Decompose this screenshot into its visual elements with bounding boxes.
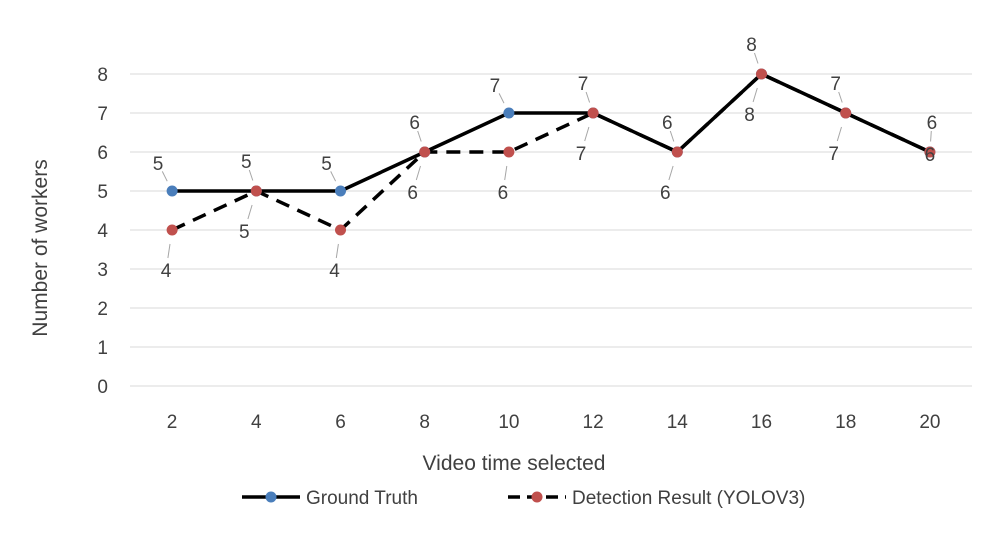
y-tick-label: 6 <box>97 143 108 164</box>
data-label-series-1: 6 <box>498 183 509 204</box>
data-label-series-1: 4 <box>161 261 172 282</box>
label-leader <box>838 91 843 103</box>
series-0-point <box>335 185 346 197</box>
data-label-series-0: 6 <box>927 113 938 134</box>
y-tick-label: 4 <box>97 221 108 242</box>
label-leader <box>335 243 339 259</box>
data-label-series-1: 7 <box>828 144 839 165</box>
x-axis-title: Video time selected <box>423 452 606 475</box>
legend-label: Detection Result (YOLOV3) <box>572 488 805 509</box>
series-1-point <box>419 146 431 158</box>
y-tick-label: 8 <box>97 65 108 86</box>
label-leader <box>330 171 337 182</box>
data-label-series-1: 5 <box>239 222 250 243</box>
y-tick-label: 7 <box>97 104 108 125</box>
series-layer <box>166 68 936 236</box>
data-label-series-1: 8 <box>744 105 755 126</box>
x-tick-label: 12 <box>583 412 604 433</box>
data-label-series-0: 6 <box>409 113 420 134</box>
series-1-point <box>671 146 683 158</box>
y-axis-title: Number of workers <box>29 159 52 336</box>
label-leader <box>167 243 171 259</box>
data-label-series-0: 5 <box>321 154 332 175</box>
x-tick-label: 10 <box>498 412 519 433</box>
series-1-point <box>335 224 346 236</box>
label-leader <box>247 204 253 220</box>
x-axis-ticks: 2 4 6 8 10 12 14 16 18 20 <box>167 412 941 433</box>
x-tick-label: 4 <box>251 412 262 433</box>
data-label-series-0: 8 <box>746 35 757 56</box>
series-0-point <box>166 185 178 197</box>
label-leader <box>585 91 591 103</box>
label-leader <box>930 130 932 142</box>
label-leader <box>668 165 674 181</box>
data-label-series-1: 7 <box>576 144 587 165</box>
gridlines <box>130 73 972 387</box>
y-tick-label: 3 <box>97 260 108 281</box>
legend-label: Ground Truth <box>306 488 418 509</box>
label-leader <box>161 171 168 182</box>
data-label-series-1: 6 <box>407 183 418 204</box>
data-label-series-0: 5 <box>241 152 252 173</box>
y-tick-label: 0 <box>97 377 108 398</box>
y-tick-label: 1 <box>97 338 108 359</box>
series-1-point <box>250 185 262 197</box>
series-1-point <box>924 146 936 158</box>
legend: Ground Truth Detection Result (YOLOV3) <box>242 488 805 509</box>
label-leader <box>584 126 590 142</box>
label-leader <box>752 87 758 103</box>
x-tick-label: 16 <box>751 412 772 433</box>
data-label-series-0: 7 <box>578 74 589 95</box>
label-leader <box>498 93 505 104</box>
label-leader <box>415 165 421 181</box>
y-tick-label: 2 <box>97 299 108 320</box>
y-tick-label: 5 <box>97 182 108 203</box>
label-leader <box>754 52 759 64</box>
data-label-series-0: 7 <box>490 76 501 97</box>
series-1-point <box>503 146 515 158</box>
label-leader <box>669 130 675 142</box>
x-tick-label: 2 <box>167 412 178 433</box>
series-line-0 <box>172 72 931 193</box>
x-tick-label: 8 <box>419 412 430 433</box>
series-1-point <box>166 224 178 236</box>
data-label-series-0: 6 <box>662 113 673 134</box>
series-1-point <box>587 107 599 119</box>
legend-swatch-marker <box>531 491 543 503</box>
label-leader <box>504 165 508 181</box>
label-leader <box>248 169 254 181</box>
legend-swatch-marker <box>265 491 277 503</box>
data-label-series-1: 4 <box>329 261 340 282</box>
data-labels: 5 4 5 5 5 4 6 6 7 6 7 7 6 6 8 8 7 7 6 6 <box>153 35 937 282</box>
label-leader <box>836 126 842 142</box>
series-1-point <box>840 107 852 119</box>
label-leader <box>417 130 422 142</box>
data-label-series-0: 7 <box>830 74 841 95</box>
x-tick-label: 18 <box>835 412 856 433</box>
x-tick-label: 14 <box>667 412 689 433</box>
y-axis-ticks: 0 1 2 3 4 5 6 7 8 <box>97 65 108 398</box>
series-0-point <box>503 107 515 119</box>
series-1-point <box>756 68 767 80</box>
x-tick-label: 20 <box>919 412 940 433</box>
series-line-1 <box>171 72 931 232</box>
data-label-series-1: 6 <box>925 145 936 166</box>
data-label-series-0: 5 <box>153 154 164 175</box>
data-label-series-1: 6 <box>660 183 671 204</box>
x-tick-label: 6 <box>335 412 346 433</box>
